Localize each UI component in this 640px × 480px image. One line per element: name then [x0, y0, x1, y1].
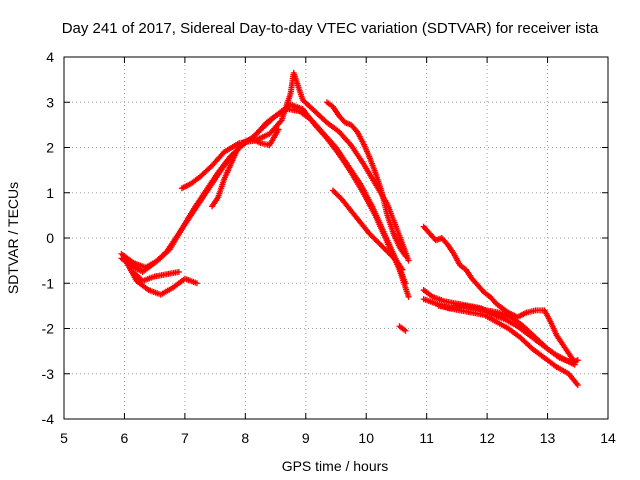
series-track-2 — [118, 101, 412, 300]
series-track-12 — [420, 223, 578, 366]
x-tick-label: 11 — [419, 430, 434, 446]
series-track-3 — [121, 255, 200, 298]
y-tick-label: -4 — [42, 411, 55, 427]
y-axis-label: SDTVAR / TECUs — [5, 182, 21, 294]
y-tick-label: 2 — [46, 140, 54, 156]
data-point — [405, 257, 412, 264]
x-tick-label: 12 — [479, 430, 495, 446]
y-tick-label: 4 — [46, 49, 54, 65]
data-point — [275, 126, 282, 133]
series-track-13 — [435, 302, 581, 366]
y-tick-label: -2 — [42, 321, 55, 337]
x-tick-label: 5 — [60, 430, 68, 446]
series-track-4 — [130, 268, 182, 284]
series-track-9 — [396, 323, 409, 334]
x-tick-label: 14 — [600, 430, 616, 446]
data-point — [175, 268, 182, 275]
chart-title: Day 241 of 2017, Sidereal Day-to-day VTE… — [62, 20, 599, 37]
y-tick-label: 0 — [46, 230, 54, 246]
x-tick-label: 6 — [121, 430, 129, 446]
x-tick-label: 8 — [241, 430, 249, 446]
y-tick-label: 3 — [46, 94, 54, 110]
data-point — [402, 253, 409, 260]
x-axis-label: GPS time / hours — [282, 458, 389, 474]
series-track-6 — [209, 126, 282, 210]
data-point — [574, 357, 581, 364]
data-point — [193, 280, 200, 287]
data-point — [574, 382, 581, 389]
data-point — [405, 293, 412, 300]
x-tick-label: 10 — [358, 430, 374, 446]
series-track-5 — [178, 69, 412, 264]
y-tick-label: -1 — [42, 275, 55, 291]
x-tick-label: 13 — [540, 430, 556, 446]
y-tick-label: -3 — [42, 366, 55, 382]
y-tick-label: 1 — [46, 185, 54, 201]
data-point — [399, 266, 406, 273]
x-tick-label: 9 — [302, 430, 310, 446]
data-points — [118, 69, 581, 389]
series-track-7 — [323, 99, 409, 260]
data-point — [402, 327, 409, 334]
x-tick-label: 7 — [181, 430, 189, 446]
series-track-8 — [329, 187, 406, 273]
